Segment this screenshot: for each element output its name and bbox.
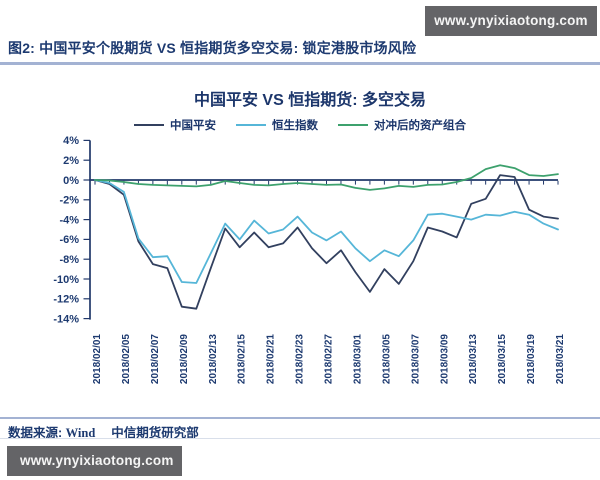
x-tick-label: 2018/03/07	[410, 334, 421, 384]
legend-swatch-icon	[338, 124, 368, 126]
data-source-line: 数据来源: Wind 中信期货研究部	[8, 422, 199, 441]
data-source-prefix: 数据来源:	[8, 426, 66, 440]
legend-swatch-icon	[236, 124, 266, 126]
x-tick-label: 2018/02/07	[150, 334, 161, 384]
y-tick-label: 2%	[63, 155, 79, 167]
series-line-2	[94, 164, 559, 191]
y-tick-label: -4%	[59, 214, 79, 226]
legend-swatch-icon	[134, 124, 164, 126]
data-source-vendor: Wind	[65, 426, 96, 440]
x-tick-label: 2018/02/15	[237, 334, 248, 384]
chart-title: 中国平安 VS 恒指期货: 多空交易	[193, 92, 426, 109]
y-tick-label: -10%	[53, 274, 79, 286]
watermark-top: www.ynyixiaotong.com	[425, 6, 597, 36]
x-tick-label: 2018/02/01	[92, 334, 103, 384]
legend-item-2: 对冲后的资产组合	[338, 117, 466, 133]
top-divider-rule	[0, 62, 600, 65]
footer-faint-rule	[0, 438, 600, 439]
chart-svg: 4% 2% 0% -2% -4% -6% -8% -10% -12% -14% 2018/02/01…	[53, 135, 566, 384]
x-tick-label: 2018/02/13	[208, 334, 219, 384]
x-tick-label: 2018/03/09	[439, 334, 450, 384]
y-tick-label: 4%	[63, 135, 79, 147]
x-tick-label: 2018/03/15	[497, 334, 508, 384]
x-tick-label: 2018/02/21	[266, 334, 277, 384]
legend-label: 对冲后的资产组合	[374, 120, 466, 132]
x-tick-label: 2018/03/01	[352, 334, 363, 384]
x-tick-label: 2018/03/05	[381, 334, 392, 384]
y-tick-label: -8%	[59, 254, 79, 266]
figure-caption: 图2: 中国平安个股期货 VS 恒指期货多空交易: 锁定港股市场风险	[8, 40, 417, 56]
legend-item-1: 恒生指数	[236, 117, 318, 133]
series-line-1	[94, 179, 559, 284]
x-tick-label: 2018/02/27	[324, 334, 335, 384]
y-tick-label: -6%	[59, 234, 79, 246]
y-tick-label: -2%	[59, 195, 79, 207]
legend-label: 恒生指数	[272, 120, 318, 132]
data-source-org: 中信期货研究部	[111, 426, 199, 440]
x-tick-label: 2018/03/13	[468, 334, 479, 384]
chart-legend: 中国平安 恒生指数 对冲后的资产组合	[0, 117, 600, 133]
bottom-divider-rule	[0, 417, 600, 419]
x-tick-label: 2018/03/19	[526, 334, 537, 384]
legend-item-0: 中国平安	[134, 117, 216, 133]
x-tick-label: 2018/02/09	[179, 334, 190, 384]
x-tick-label: 2018/02/23	[295, 334, 306, 384]
y-tick-label: 0%	[63, 175, 79, 187]
x-tick-label: 2018/02/05	[121, 334, 132, 384]
x-tick-label: 2018/03/21	[555, 334, 566, 384]
series-line-0	[94, 174, 559, 310]
y-tick-label: -12%	[53, 294, 79, 306]
watermark-bottom: www.ynyixiaotong.com	[7, 446, 182, 476]
legend-label: 中国平安	[170, 120, 216, 132]
y-tick-label: -14%	[53, 313, 79, 325]
